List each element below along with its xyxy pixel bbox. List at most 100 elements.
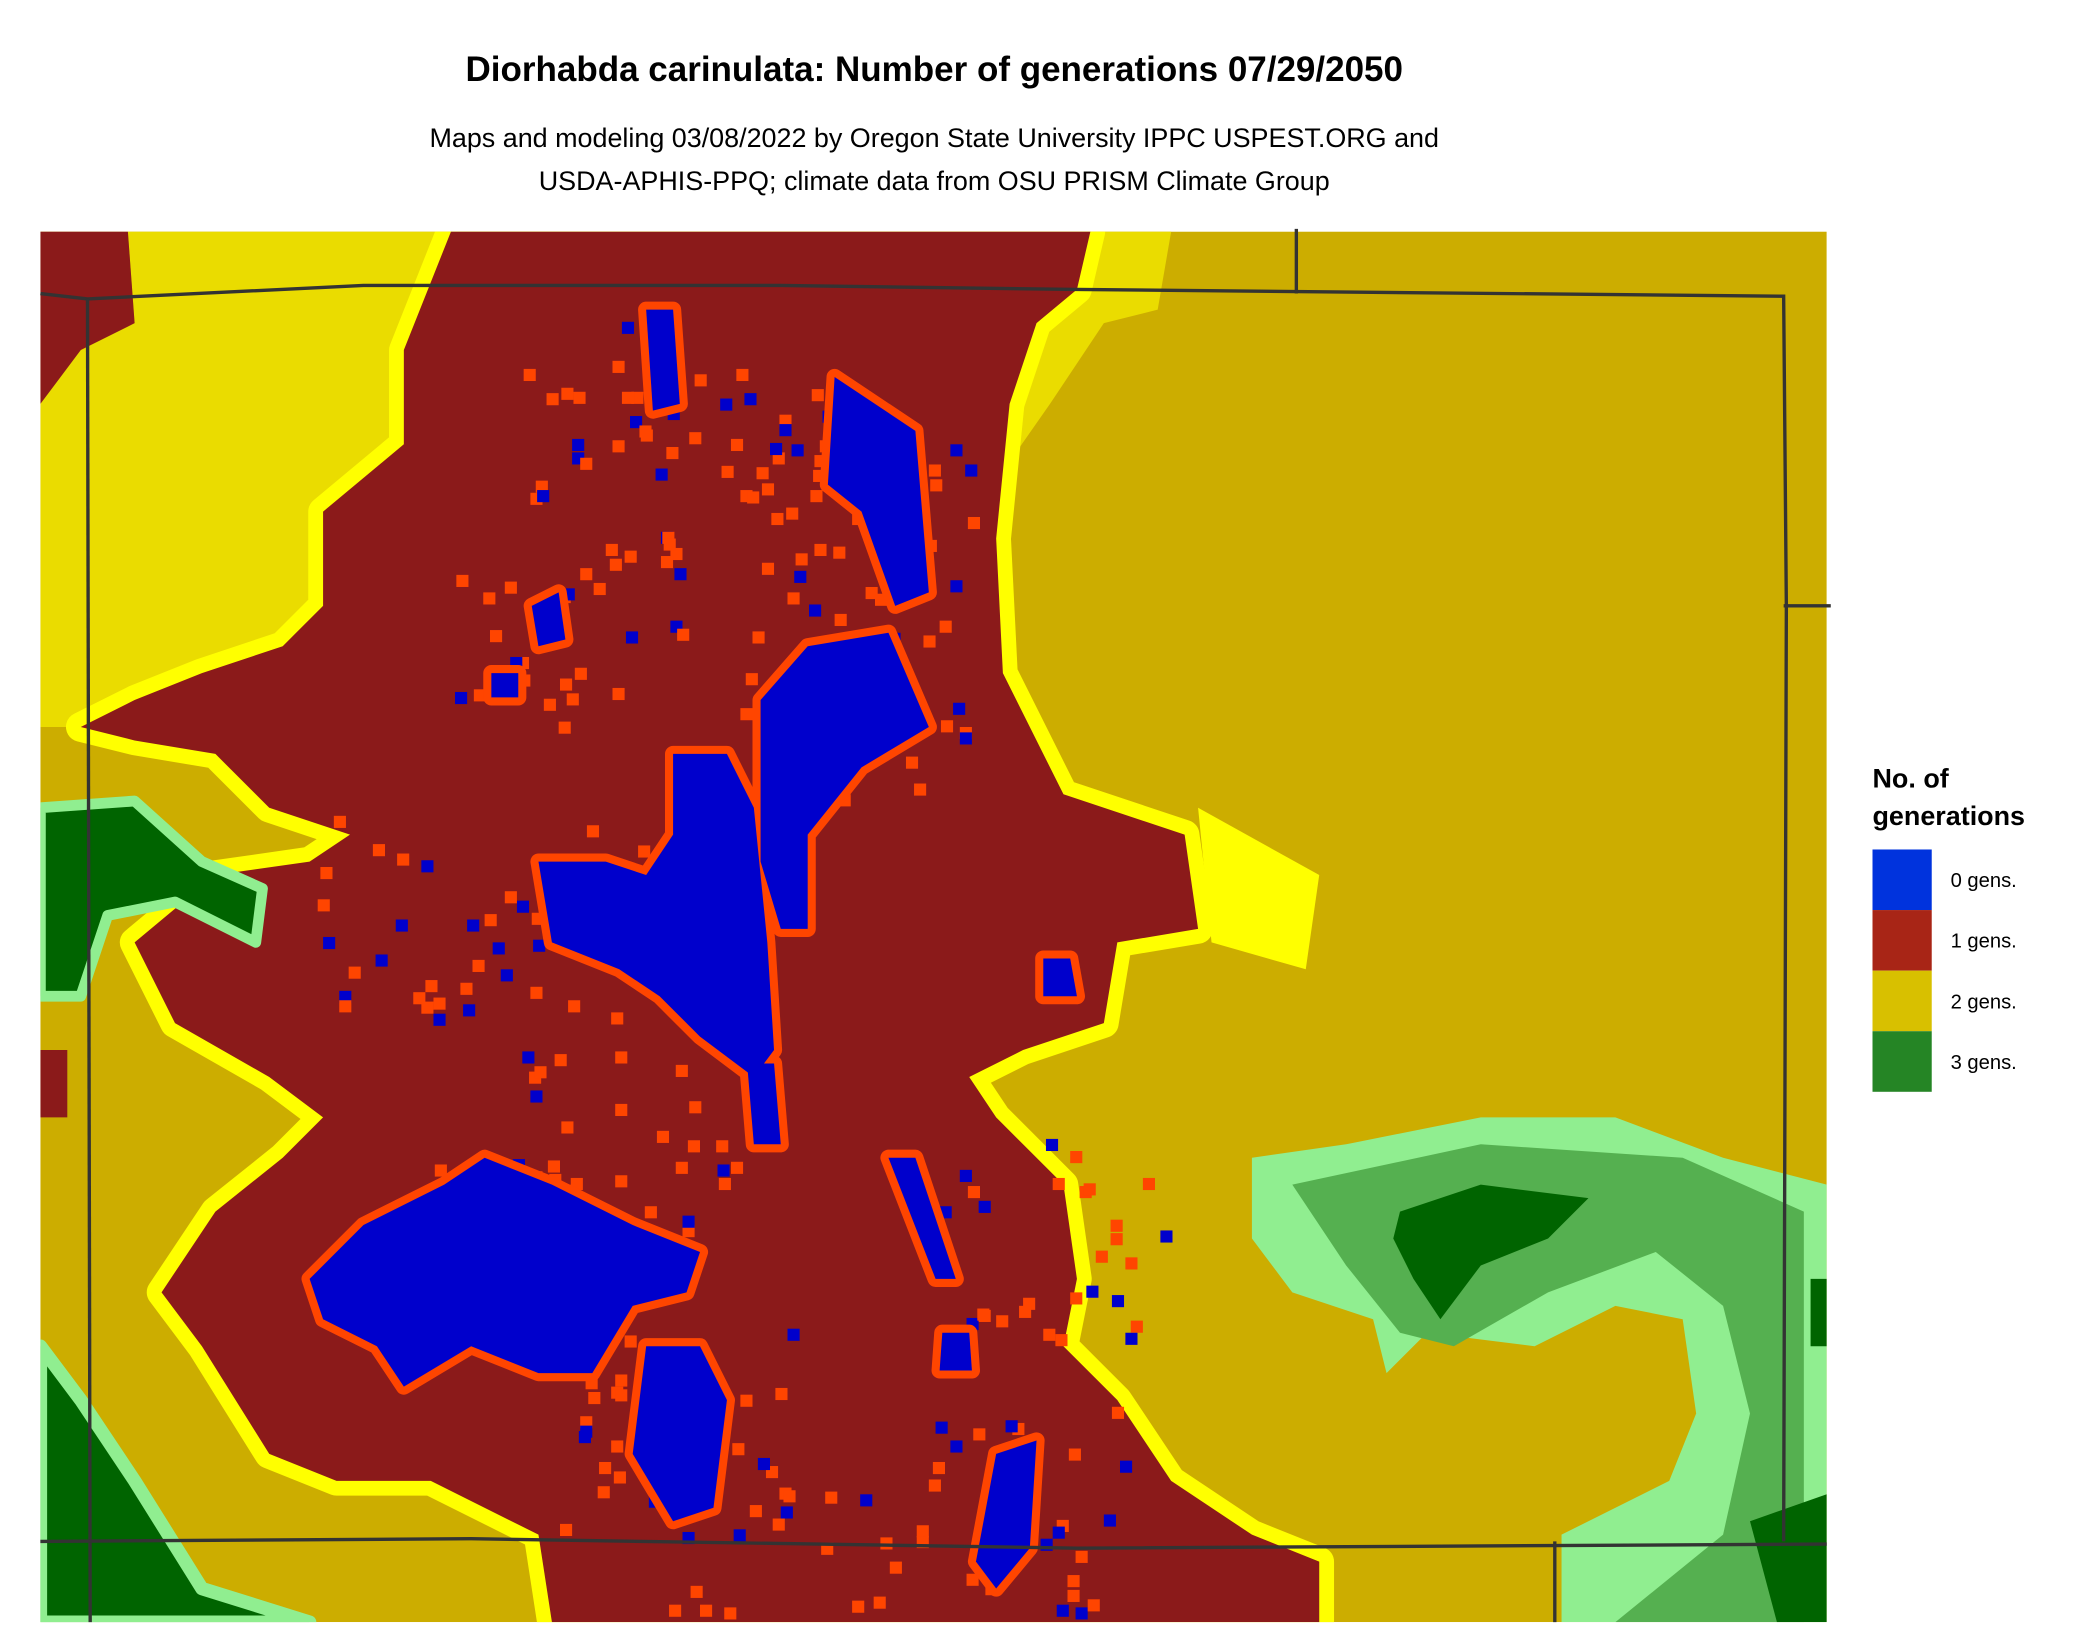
raster-cell [1068,1448,1081,1461]
raster-cell [786,507,799,520]
raster-cell [605,543,618,557]
raster-cell [749,1505,762,1518]
region-3-gens-east-edge [1810,1278,1827,1347]
region-0-gens [939,1332,972,1371]
raster-cell [1086,1285,1099,1298]
raster-cell [700,1604,713,1617]
raster-cell [744,393,757,406]
raster-cell [814,543,827,557]
raster-cell [930,479,943,492]
raster-cell [615,1175,628,1188]
raster-cell [554,1054,567,1067]
region-0-gens [632,1346,727,1522]
raster-cell [1120,1460,1133,1473]
raster-cell [674,568,687,581]
raster-cell [537,490,550,503]
legend-swatch-0-gens [1872,849,1932,911]
raster-cell [534,1066,547,1079]
raster-cell [522,1051,535,1064]
raster-cell [530,986,543,999]
raster-cell [580,457,593,470]
raster-cell [472,959,485,972]
raster-cell [560,1523,573,1537]
raster-cell [624,550,637,563]
raster-cell [1067,1589,1080,1602]
raster-cell [504,581,517,594]
raster-cell [1052,1526,1065,1539]
raster-cell [959,732,972,745]
raster-cell [914,783,927,796]
raster-cell [490,630,503,643]
raster-cell [787,592,800,605]
region-0-gens [747,1063,781,1145]
raster-cell [456,574,469,587]
raster-cell [724,1607,737,1620]
region-3-gens-east-dark [1393,1184,1589,1320]
raster-cell [1075,1607,1088,1620]
raster-cell [959,1169,972,1182]
raster-cell [1125,1257,1138,1270]
raster-cell [372,844,385,857]
raster-cell [1070,1151,1083,1164]
raster-cell [425,980,438,993]
raster-cell [348,966,361,979]
legend-title-line-2: generations [1873,801,2026,831]
region-0-gens [975,1440,1037,1589]
raster-cell [718,1177,731,1191]
legend-label-2-gens: 2 gens. [1951,991,2017,1013]
raster-cell [1043,1328,1056,1341]
state-boundary-line [40,283,1789,1542]
raster-cell [761,562,775,575]
raster-cell [730,438,744,452]
raster-cell [421,860,434,873]
raster-cell [1095,1250,1108,1263]
raster-cell [1142,1177,1155,1191]
raster-cell [928,1479,941,1492]
raster-cell [833,546,846,559]
raster-cell [460,982,473,995]
map-title: Diorhabda carinulata: Number of generati… [465,50,1403,89]
raster-cell [740,708,753,721]
raster-cell [675,1161,688,1174]
raster-cell [687,1140,700,1153]
legend-swatch-2-gens [1872,970,1932,1032]
raster-cell [670,547,683,561]
raster-cell [484,914,497,927]
raster-cell [733,1529,746,1542]
raster-cell [663,538,676,551]
raster-cell [747,491,760,504]
raster-cell [434,1164,447,1177]
raster-cell [950,1440,963,1453]
raster-cell [756,467,769,480]
raster-cell [736,368,749,382]
raster-cell [1052,1177,1065,1191]
legend-label-0-gens: 0 gens. [1951,870,2017,892]
raster-cell [339,990,352,1003]
raster-cell [467,919,480,932]
raster-cell [1019,1305,1032,1318]
raster-cell [609,558,622,571]
generations-raster-map [40,228,1831,1623]
raster-cell [825,1491,838,1504]
raster-cell [771,512,784,526]
legend-label-3-gens: 3 gens. [1951,1052,2017,1074]
raster-cell [624,1335,637,1348]
raster-cell [320,866,333,880]
region-2-gens-light [40,231,451,727]
raster-cell [852,1600,865,1613]
raster-cell [375,954,388,967]
raster-cell [978,1309,991,1322]
raster-cell [483,592,496,605]
raster-cell [978,1200,991,1213]
raster-cell [1005,1420,1018,1433]
raster-cell [1083,1183,1096,1196]
raster-cell [612,440,625,453]
raster-cell [640,429,653,442]
raster-cell [397,853,410,866]
state-boundary-line [85,298,92,1623]
raster-cell [317,899,330,912]
raster-cell [516,900,530,913]
region-1-gens-west [40,1050,68,1118]
raster-cell [588,1391,601,1405]
raster-cell [794,570,807,583]
